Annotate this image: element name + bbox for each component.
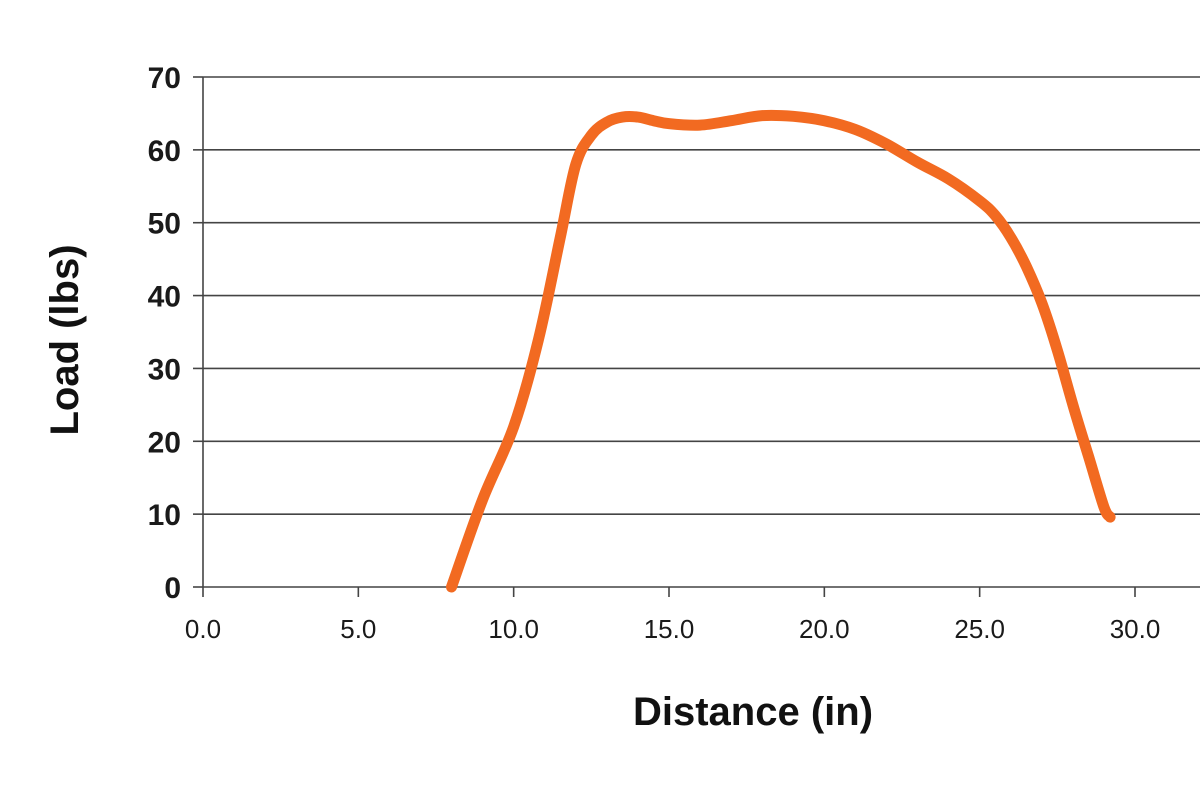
x-tick-label: 30.0 xyxy=(1110,614,1161,644)
x-tick-label: 20.0 xyxy=(799,614,850,644)
x-axis-title: Distance (in) xyxy=(633,690,873,734)
x-tick-labels: 0.0 5.0 10.0 15.0 20.0 25.0 30.0 xyxy=(185,614,1160,644)
y-tick-label: 50 xyxy=(148,208,181,241)
grid-lines xyxy=(203,76,1200,588)
y-tick-label: 40 xyxy=(148,281,181,314)
axes xyxy=(193,76,1136,597)
y-tick-label: 60 xyxy=(148,135,181,168)
y-tick-label: 10 xyxy=(148,499,181,532)
series xyxy=(446,109,1116,593)
y-axis-title: Load (lbs) xyxy=(43,244,87,435)
x-tick-label: 5.0 xyxy=(340,614,376,644)
x-tick-label: 25.0 xyxy=(954,614,1005,644)
y-tick-label: 30 xyxy=(148,353,181,386)
y-tick-label: 0 xyxy=(164,572,181,605)
x-tick-label: 15.0 xyxy=(644,614,695,644)
x-tick-label: 10.0 xyxy=(488,614,539,644)
y-tick-labels: 0 10 20 30 40 50 60 70 xyxy=(148,62,181,605)
y-tick-label: 20 xyxy=(148,426,181,459)
series-line-0 xyxy=(446,109,1116,593)
y-tick-label: 70 xyxy=(148,62,181,95)
x-tick-label: 0.0 xyxy=(185,614,221,644)
